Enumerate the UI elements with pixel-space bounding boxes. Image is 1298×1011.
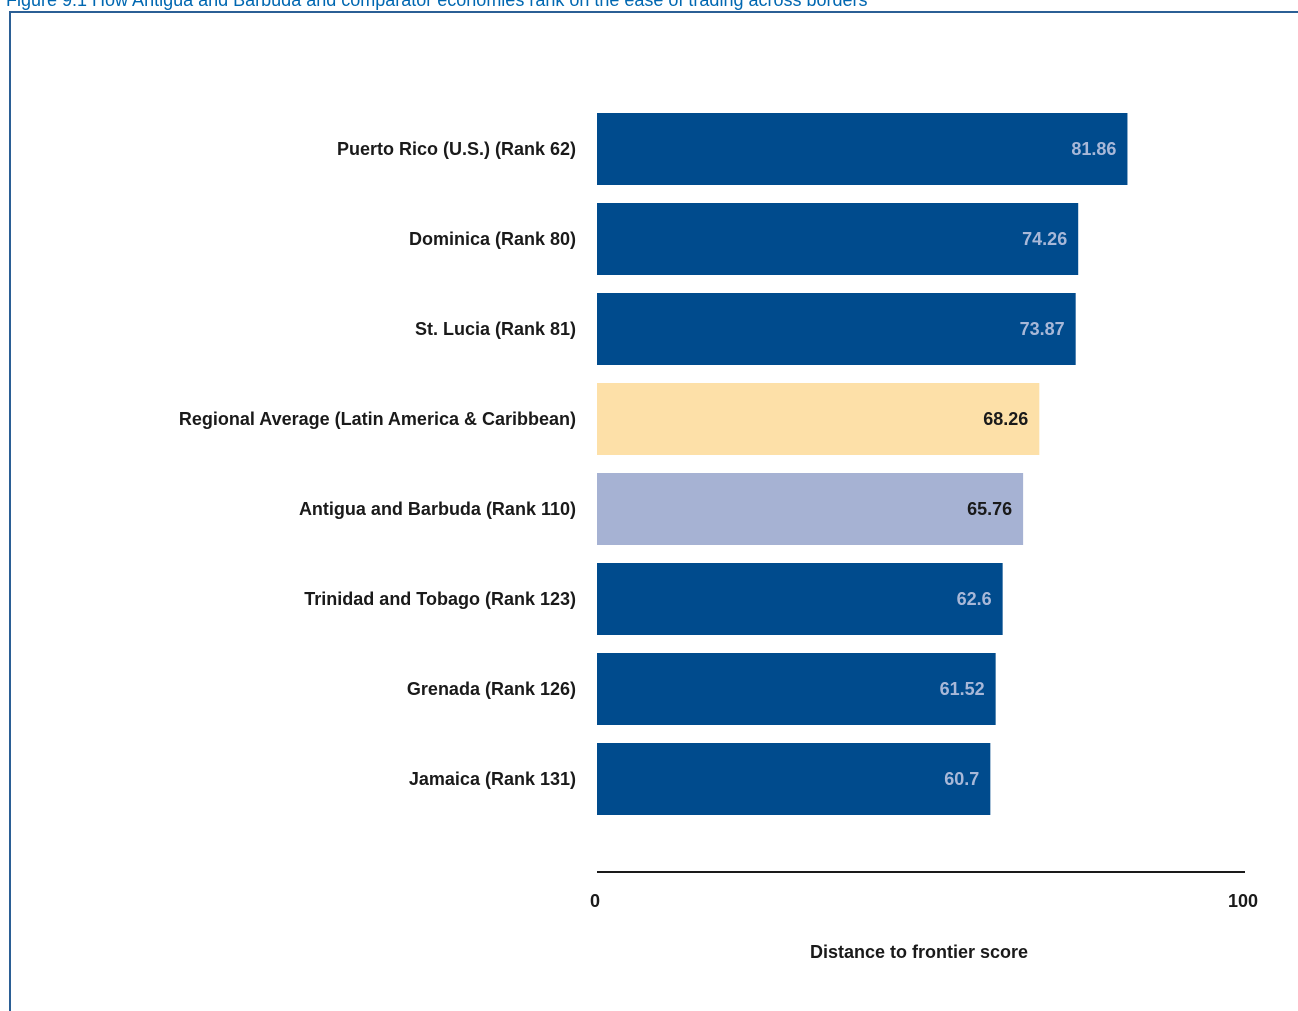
category-label: St. Lucia (Rank 81) [415,319,576,339]
figure-border [9,11,1298,1011]
bar [597,293,1076,365]
figure-title: Figure 9.1 How Antigua and Barbuda and c… [6,0,868,10]
x-axis-title: Distance to frontier score [810,942,1028,962]
bar [597,563,1003,635]
bar [597,743,991,815]
value-label: 74.26 [1022,229,1067,249]
value-label: 61.52 [940,679,985,699]
category-label: Trinidad and Tobago (Rank 123) [304,589,576,609]
value-label: 68.26 [983,409,1028,429]
value-label: 62.6 [957,589,992,609]
bar [597,653,996,725]
value-label-group: 81.86 74.26 73.87 68.26 65.76 62.6 61.52 60.7 [940,139,1117,789]
category-label: Dominica (Rank 80) [409,229,576,249]
bar [597,203,1079,275]
category-label-group: Puerto Rico (U.S.) (Rank 62) Dominica (Ra… [179,139,576,789]
bar [597,383,1040,455]
value-label: 73.87 [1020,319,1065,339]
bar-group [597,113,1128,815]
category-label: Jamaica (Rank 131) [409,769,576,789]
category-label: Antigua and Barbuda (Rank 110) [299,499,576,519]
x-tick-label-max: 100 [1228,891,1258,911]
x-tick-label-min: 0 [590,891,600,911]
value-label: 81.86 [1071,139,1116,159]
bar [597,473,1024,545]
value-label: 65.76 [967,499,1012,519]
value-label: 60.7 [944,769,979,789]
category-label: Regional Average (Latin America & Caribb… [179,409,576,429]
category-label: Puerto Rico (U.S.) (Rank 62) [337,139,576,159]
bar [597,113,1128,185]
category-label: Grenada (Rank 126) [407,679,576,699]
